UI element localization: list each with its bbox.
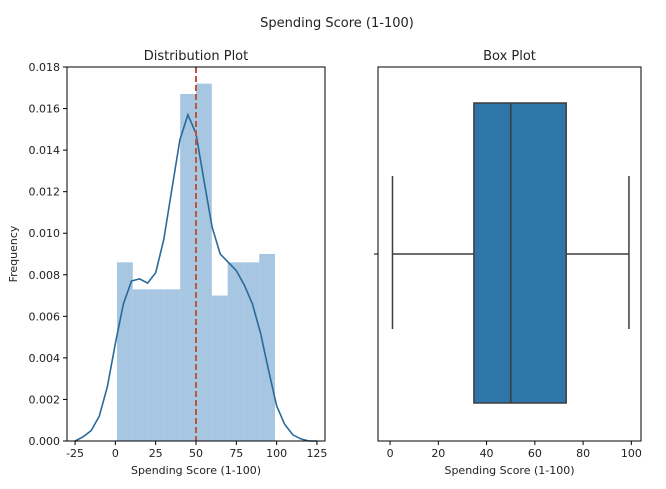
figure-suptitle: Spending Score (1-100) — [260, 16, 414, 31]
histogram-bar-6 — [211, 295, 228, 441]
x-tick-label-5: 100 — [266, 447, 287, 460]
box-plot: 0 20 40 60 80 100 Box Plot Spending Score (1-10… — [374, 49, 642, 477]
y-tick-label-7: 0.014 — [29, 144, 61, 157]
box-x-tick-label-3: 60 — [528, 447, 542, 460]
y-tick-label-0: 0.000 — [29, 435, 61, 448]
y-tick-label-6: 0.012 — [29, 186, 61, 199]
y-tick-label-9: 0.018 — [29, 61, 61, 74]
y-tick-label-8: 0.016 — [29, 103, 61, 116]
distribution-plot-y-label: Frequency — [7, 225, 20, 282]
histogram-bar-9 — [259, 254, 276, 441]
y-tick-label-1: 0.002 — [29, 393, 61, 406]
x-tick-label-3: 50 — [189, 447, 203, 460]
histogram-bar-2 — [148, 289, 165, 441]
box-x-tick-label-1: 20 — [431, 447, 445, 460]
x-tick-label-6: 125 — [306, 447, 327, 460]
x-tick-label-1: 0 — [112, 447, 119, 460]
box-x-tick-label-0: 0 — [387, 447, 394, 460]
histogram-bar-1 — [132, 289, 149, 441]
histogram-bar-4 — [180, 94, 196, 441]
box-x-tick-label-2: 40 — [480, 447, 494, 460]
histogram-bar-5 — [196, 83, 212, 441]
y-tick-label-4: 0.008 — [29, 269, 61, 282]
distribution-plot-x-label: Spending Score (1-100) — [131, 464, 261, 477]
box-x-tick-label-5: 100 — [621, 447, 642, 460]
box-x-tick-label-4: 80 — [576, 447, 590, 460]
x-tick-label-0: -25 — [66, 447, 84, 460]
interquartile-box — [473, 102, 567, 404]
distribution-plot: -25 0 25 50 75 100 125 0.000 0.002 0.004 0.006 0.00… — [7, 49, 327, 477]
histogram-bar-8 — [243, 262, 260, 441]
histogram-bar-0 — [116, 262, 133, 441]
box-plot-title: Box Plot — [483, 49, 536, 64]
x-tick-label-4: 75 — [229, 447, 243, 460]
y-tick-label-2: 0.004 — [29, 352, 61, 365]
distribution-plot-title: Distribution Plot — [144, 49, 248, 64]
histogram-bar-7 — [227, 262, 244, 441]
histogram-bar-3 — [164, 289, 181, 441]
y-tick-label-5: 0.010 — [29, 227, 61, 240]
y-tick-label-3: 0.006 — [29, 310, 61, 323]
box-plot-x-label: Spending Score (1-100) — [444, 464, 574, 477]
x-tick-label-2: 25 — [149, 447, 163, 460]
